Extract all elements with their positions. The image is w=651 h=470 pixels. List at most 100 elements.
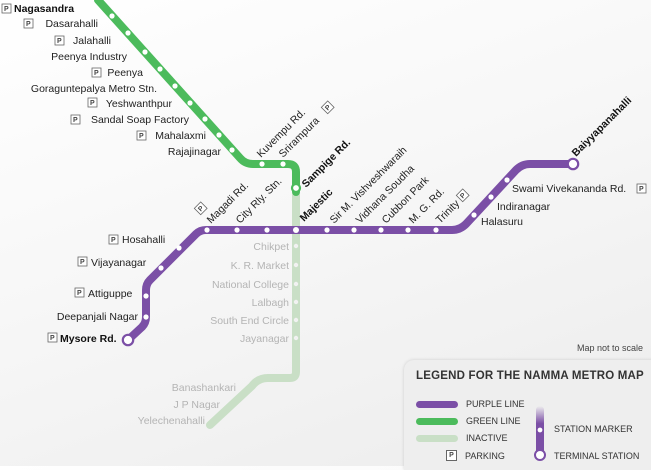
station-marker[interactable]	[157, 66, 163, 72]
legend-green-row: GREEN LINE	[416, 416, 521, 426]
station-jayanagar[interactable]: Jayanagar	[240, 333, 290, 345]
station-marker[interactable]	[324, 227, 330, 233]
station-marker[interactable]	[293, 262, 299, 268]
station-marker[interactable]	[229, 147, 235, 153]
sampige-interchange-marker[interactable]	[290, 182, 302, 194]
station-marker[interactable]	[125, 30, 131, 36]
baiyyapanahalli-terminal-marker[interactable]	[566, 157, 580, 171]
svg-text:P: P	[4, 6, 9, 13]
station-marker[interactable]	[293, 317, 299, 323]
station-kr-market[interactable]: K. R. Market	[231, 260, 289, 272]
parking-icon: P	[446, 450, 457, 461]
station-marker[interactable]	[234, 227, 240, 233]
purple-swatch	[416, 400, 458, 408]
green-line	[94, 0, 300, 196]
legend-panel: LEGEND FOR THE NAMMA METRO MAP PURPLE LI…	[404, 360, 651, 470]
legend-parking-label: PARKING	[465, 450, 505, 461]
station-marker[interactable]	[351, 227, 357, 233]
green-station-markers	[109, 13, 286, 167]
station-marker[interactable]	[293, 335, 299, 341]
legend-terminal-marker	[534, 449, 546, 461]
station-marker[interactable]	[293, 281, 299, 287]
svg-text:P: P	[57, 38, 62, 45]
station-marker[interactable]	[378, 227, 384, 233]
station-swami[interactable]: Swami Vivekananda Rd.	[512, 183, 626, 195]
scale-note: Map not to scale	[577, 343, 644, 353]
station-indiranagar[interactable]: Indiranagar	[497, 201, 551, 213]
station-jalahalli[interactable]: Jalahalli	[73, 35, 111, 47]
station-mahalaxmi[interactable]: Mahalaxmi	[155, 130, 206, 142]
station-marker[interactable]	[264, 227, 270, 233]
station-jp-nagar[interactable]: J P Nagar	[174, 399, 221, 411]
station-chikpet[interactable]: Chikpet	[253, 241, 289, 253]
station-banashankari[interactable]: Banashankari	[172, 382, 236, 394]
station-marker[interactable]	[204, 227, 210, 233]
parking-icon: P	[74, 287, 85, 298]
station-yelechenahalli[interactable]: Yelechenahalli	[138, 415, 205, 427]
station-mysore[interactable]: Mysore Rd.	[60, 333, 117, 345]
station-hosahalli[interactable]: Hosahalli	[122, 234, 165, 246]
legend-inactive-row: INACTIVE	[416, 433, 508, 443]
station-dasarahalli[interactable]: Dasarahalli	[45, 18, 98, 30]
inactive-swatch	[416, 434, 458, 442]
station-marker[interactable]	[143, 314, 149, 320]
svg-text:P: P	[90, 100, 95, 107]
station-marker[interactable]	[504, 177, 510, 183]
station-marker[interactable]	[280, 161, 286, 167]
station-marker[interactable]	[433, 227, 439, 233]
svg-text:P: P	[73, 117, 78, 124]
station-attiguppe[interactable]: Attiguppe	[88, 288, 133, 300]
svg-text:P: P	[197, 205, 205, 213]
purple-line	[124, 160, 577, 344]
svg-text:P: P	[139, 133, 144, 140]
station-marker[interactable]	[202, 116, 208, 122]
majestic-interchange-marker[interactable]	[293, 227, 299, 233]
parking-icon: P	[77, 256, 88, 267]
station-south-end[interactable]: South End Circle	[210, 315, 289, 327]
mysore-terminal-marker[interactable]	[121, 333, 135, 347]
parking-icon: P	[70, 114, 81, 125]
station-goraguntepalya[interactable]: Goraguntepalya Metro Stn.	[31, 83, 157, 95]
station-marker[interactable]	[142, 49, 148, 55]
station-vijayanagar[interactable]: Vijayanagar	[91, 257, 147, 269]
legend-title: LEGEND FOR THE NAMMA METRO MAP	[416, 370, 644, 382]
parking-icon: P	[23, 18, 34, 29]
legend-marker-graphic	[534, 406, 546, 461]
station-yeshwanthpur[interactable]: Yeshwanthpur	[106, 98, 173, 110]
station-nagasandra[interactable]: Nagasandra	[14, 3, 74, 15]
station-marker[interactable]	[143, 293, 149, 299]
station-marker[interactable]	[293, 243, 299, 249]
legend-station-marker-label: STATION MARKER	[554, 424, 633, 434]
parking-icon: P	[47, 332, 58, 343]
station-marker[interactable]	[293, 299, 299, 305]
parking-icon: P	[87, 97, 98, 108]
station-deepanjali[interactable]: Deepanjali Nagar	[57, 311, 139, 323]
station-national-college[interactable]: National College	[212, 279, 289, 291]
station-marker[interactable]	[187, 100, 193, 106]
station-sampige[interactable]: Sampige Rd.	[300, 137, 354, 191]
station-marker[interactable]	[158, 265, 164, 271]
station-sandal-soap[interactable]: Sandal Soap Factory	[91, 114, 190, 126]
purple-station-markers	[143, 177, 510, 320]
station-peenya-industry[interactable]: Peenya Industry	[51, 51, 128, 63]
station-marker[interactable]	[488, 194, 494, 200]
station-marker[interactable]	[471, 212, 477, 218]
legend-purple-row: PURPLE LINE	[416, 399, 525, 409]
station-marker[interactable]	[405, 227, 411, 233]
station-marker[interactable]	[176, 245, 182, 251]
station-marker[interactable]	[216, 132, 222, 138]
legend-parking-row: P PARKING	[416, 450, 505, 461]
svg-text:P: P	[639, 186, 644, 193]
station-halasuru[interactable]: Halasuru	[481, 216, 523, 228]
station-marker[interactable]	[259, 161, 265, 167]
station-lalbagh[interactable]: Lalbagh	[252, 297, 290, 309]
station-marker[interactable]	[172, 83, 178, 89]
station-peenya[interactable]: Peenya	[107, 67, 143, 79]
legend-terminal-label: TERMINAL STATION	[554, 451, 640, 461]
inactive-line	[206, 191, 300, 429]
station-rajajinagar[interactable]: Rajajinagar	[168, 146, 222, 158]
station-baiyyapanahalli[interactable]: Baiyyapanahalli	[570, 94, 635, 159]
station-marker[interactable]	[109, 13, 115, 19]
svg-text:P: P	[94, 70, 99, 77]
